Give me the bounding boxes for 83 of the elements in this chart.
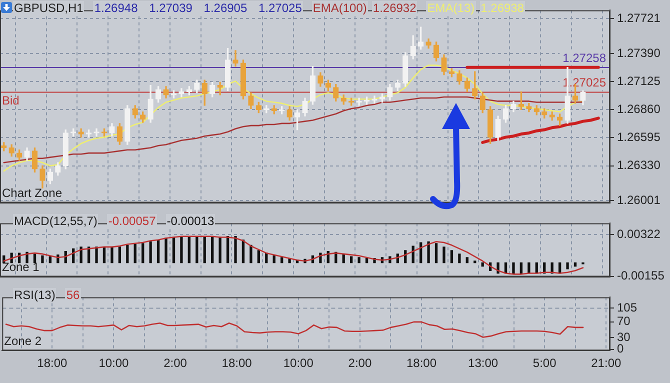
bar xyxy=(574,262,577,267)
annotation: Bid xyxy=(2,94,20,108)
y-tick-label: 30 xyxy=(617,330,631,344)
chart-title: MACD(12,55,7) xyxy=(13,214,98,228)
bar xyxy=(257,250,260,264)
x-tick-label: 5:00 xyxy=(532,356,557,370)
bar xyxy=(95,246,98,264)
y-tick-label: -0.00155 xyxy=(617,268,665,283)
y-tick-label: 1.27721 xyxy=(617,10,661,25)
bar xyxy=(110,247,114,264)
y-tick-label: 1.27125 xyxy=(617,74,661,88)
y-tick-label: 70 xyxy=(617,314,631,328)
chart-title: GBPUSD,H1 xyxy=(13,1,84,15)
bar xyxy=(474,260,476,264)
x-tick-label: 2:00 xyxy=(348,356,372,370)
text: EMA(100) xyxy=(312,1,368,15)
bar xyxy=(149,241,152,264)
bar xyxy=(156,240,160,264)
bar xyxy=(280,257,284,264)
annotation: 1.26938 xyxy=(480,1,526,15)
bar xyxy=(203,236,206,264)
x-tick-label: 18:00 xyxy=(222,356,252,370)
bar xyxy=(350,256,353,264)
x-tick-label: 13:00 xyxy=(468,356,498,370)
bar xyxy=(358,257,360,264)
x-tick-label: 18:00 xyxy=(37,356,68,370)
bar xyxy=(164,238,168,264)
x-tick-label: 18:00 xyxy=(406,356,437,370)
text: EMA(13) xyxy=(426,1,476,15)
candlestick xyxy=(217,82,223,96)
chart-subtitle: 1.26948 1.27039 1.26905 1.27025 xyxy=(93,1,303,15)
bar xyxy=(566,262,569,270)
bar xyxy=(211,236,214,264)
bar xyxy=(218,236,222,264)
bar xyxy=(126,244,129,264)
bar xyxy=(365,258,368,264)
chart-title: RSI(13) xyxy=(13,288,56,302)
bar xyxy=(188,236,191,264)
ref-line-label: 1.27025 xyxy=(562,76,606,90)
x-tick-label: 10:00 xyxy=(98,356,130,370)
y-tick-label: 1.26595 xyxy=(617,130,661,144)
bar xyxy=(196,236,198,264)
y-tick-label: 1.26330 xyxy=(617,158,661,172)
bar xyxy=(466,257,468,264)
ref-line-label: 1.27258 xyxy=(562,50,606,65)
bar xyxy=(41,255,44,264)
bar xyxy=(234,236,237,264)
bar xyxy=(342,254,345,264)
bar xyxy=(434,243,438,264)
bar xyxy=(272,255,276,264)
bar xyxy=(250,244,252,264)
y-tick-label: 0.00322 xyxy=(617,226,661,241)
bar xyxy=(528,262,530,274)
bar xyxy=(134,244,136,264)
y-tick-label: 105 xyxy=(617,300,638,315)
y-tick-label: 1.26860 xyxy=(617,102,661,116)
annotation: Zone 2 xyxy=(4,334,42,348)
x-tick-label: 21:00 xyxy=(591,356,622,370)
bar xyxy=(142,243,144,264)
bar xyxy=(48,256,52,264)
candlestick xyxy=(232,50,238,67)
bar xyxy=(442,246,446,264)
x-tick-label: 2:00 xyxy=(164,356,188,370)
y-tick-label: 1.26001 xyxy=(617,192,661,207)
bar xyxy=(520,262,523,274)
annotation: Zone 1 xyxy=(2,260,40,274)
y-tick-label: 1.27390 xyxy=(617,46,661,60)
annotation: -0.00057 xyxy=(107,214,157,228)
bar xyxy=(427,241,430,264)
y-tick-label: 0 xyxy=(617,342,624,356)
annotation: 1.26932 xyxy=(372,1,418,15)
bar xyxy=(481,262,484,267)
annotation: Chart Zone xyxy=(2,186,62,200)
bar xyxy=(80,246,82,264)
annotation: -0.00013 xyxy=(166,214,216,228)
bar xyxy=(512,262,515,274)
bar xyxy=(458,254,461,264)
bar xyxy=(172,236,176,264)
bar xyxy=(118,246,122,264)
annotation: 56 xyxy=(65,288,81,302)
x-tick-label: 10:00 xyxy=(283,356,314,370)
bar xyxy=(450,250,454,264)
bar xyxy=(180,236,183,264)
